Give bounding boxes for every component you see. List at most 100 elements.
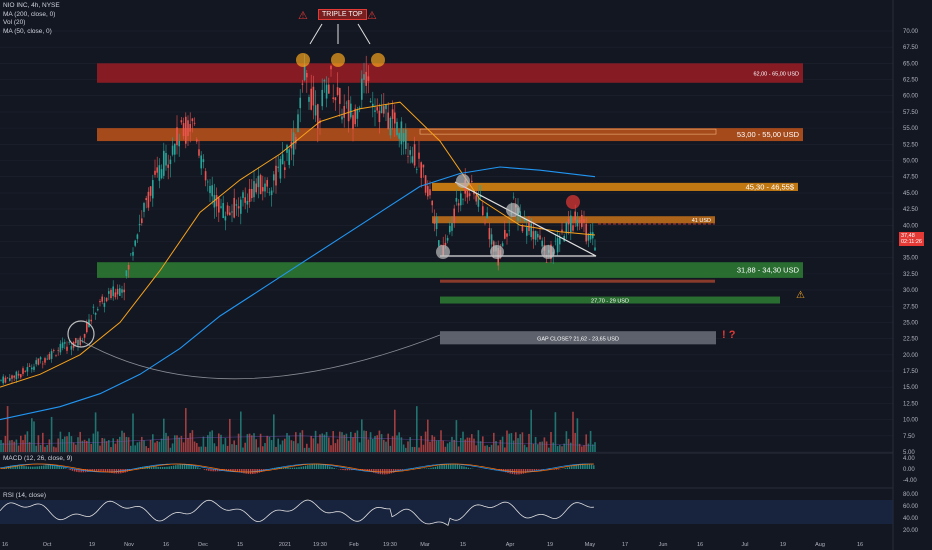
price-tick-label: 35.00 <box>903 256 919 262</box>
time-tick-label: 16 <box>2 542 8 548</box>
candle-body <box>365 71 367 86</box>
macd-histogram-bar <box>285 467 287 469</box>
candle-body <box>110 289 112 299</box>
candle-body <box>508 230 510 232</box>
macd-histogram-bar <box>71 469 74 471</box>
volume-bar <box>97 431 99 452</box>
price-tick-label: 27.50 <box>903 304 919 310</box>
macd-histogram-bar <box>315 463 318 469</box>
macd-histogram-bar <box>577 464 580 469</box>
volume-bar <box>189 432 191 452</box>
time-tick-label: Feb <box>349 542 358 548</box>
volume-bar <box>341 432 343 452</box>
volume-bar <box>209 431 211 452</box>
volume-bar <box>143 440 145 452</box>
volume-bar <box>512 440 515 452</box>
candle-body <box>350 103 352 118</box>
candle-body <box>488 228 491 240</box>
macd-histogram-bar <box>51 464 54 469</box>
volume-bar <box>174 435 176 452</box>
candle-body <box>202 159 205 163</box>
candle-body <box>141 218 143 223</box>
volume-bar <box>127 437 130 452</box>
candle-body <box>248 188 251 202</box>
volume-bar <box>218 433 220 452</box>
volume-bar <box>284 438 286 452</box>
macd-histogram-bar <box>65 468 67 469</box>
volume-bar <box>59 431 62 452</box>
volume-bar <box>77 437 79 452</box>
macd-histogram-bar <box>463 466 465 469</box>
candle-body <box>253 181 255 198</box>
volume-bar <box>264 442 266 452</box>
macd-histogram-bar <box>342 469 344 471</box>
candle-body <box>576 219 579 227</box>
volume-bar <box>141 436 143 452</box>
candle-body <box>191 118 194 122</box>
volume-ma-line <box>0 435 596 446</box>
macd-histogram-bar <box>293 467 296 469</box>
candle-body <box>565 222 568 234</box>
volume-bar <box>158 441 161 452</box>
volume-bar <box>530 409 532 452</box>
volume-bar <box>592 444 594 452</box>
macd-histogram-bar <box>137 467 140 469</box>
candle-body <box>154 170 156 175</box>
volume-bar <box>301 430 304 452</box>
macd-histogram-bar <box>395 469 397 472</box>
volume-bar <box>15 439 18 452</box>
candle-body <box>6 377 9 379</box>
highlight-circle <box>490 245 504 259</box>
candle-body <box>103 302 106 307</box>
price-tick-label: 20.00 <box>903 353 919 359</box>
macd-histogram-bar <box>527 469 529 473</box>
candle-body <box>281 154 284 165</box>
macd-histogram-bar <box>21 465 23 469</box>
macd-histogram-bar <box>452 463 454 469</box>
zone-rect <box>432 182 798 191</box>
candle-body <box>537 233 539 238</box>
volume-bar <box>306 443 308 452</box>
macd-histogram-bar <box>566 467 569 469</box>
candle-body <box>26 367 29 372</box>
candle-body <box>275 165 277 186</box>
zone-outline <box>419 128 717 135</box>
chart-legend: NIO INC, 4h, NYSE MA (200, close, 0) Vol… <box>3 2 60 36</box>
volume-bar <box>277 438 279 452</box>
candle-body <box>17 373 20 376</box>
macd-histogram-bar <box>579 463 582 469</box>
volume-bar <box>310 435 312 452</box>
candle-body <box>259 175 262 195</box>
volume-bar <box>409 437 411 452</box>
macd-histogram-bar <box>54 465 56 469</box>
volume-bar <box>534 436 537 452</box>
candle-body <box>169 159 172 165</box>
candle-body <box>24 371 26 372</box>
volume-bar <box>398 432 400 452</box>
macd-histogram-bar <box>392 469 395 473</box>
candle-body <box>189 124 191 132</box>
volume-bar <box>185 408 187 452</box>
macd-histogram-bar <box>375 469 377 474</box>
candle-body <box>176 127 178 146</box>
candle-body <box>50 351 53 359</box>
volume-bar <box>460 437 462 452</box>
volume-bar <box>132 413 134 452</box>
time-tick-label: 19:30 <box>313 542 327 548</box>
zone-label: 27,70 - 29 USD <box>591 299 629 305</box>
candle-body <box>246 200 249 205</box>
candle-body <box>530 223 532 238</box>
volume-bar <box>519 434 521 452</box>
time-tick-label: 19 <box>89 542 95 548</box>
volume-bar <box>559 445 561 452</box>
price-tick-label: 40.00 <box>903 223 919 229</box>
macd-histogram-bar <box>102 469 104 472</box>
macd-histogram-bar <box>34 466 36 469</box>
volume-bar <box>411 446 414 452</box>
macd-histogram-bar <box>362 469 364 471</box>
volume-bar <box>361 419 363 452</box>
volume-bar <box>50 416 53 452</box>
macd-histogram-bar <box>212 469 214 472</box>
candle-body <box>361 78 363 100</box>
